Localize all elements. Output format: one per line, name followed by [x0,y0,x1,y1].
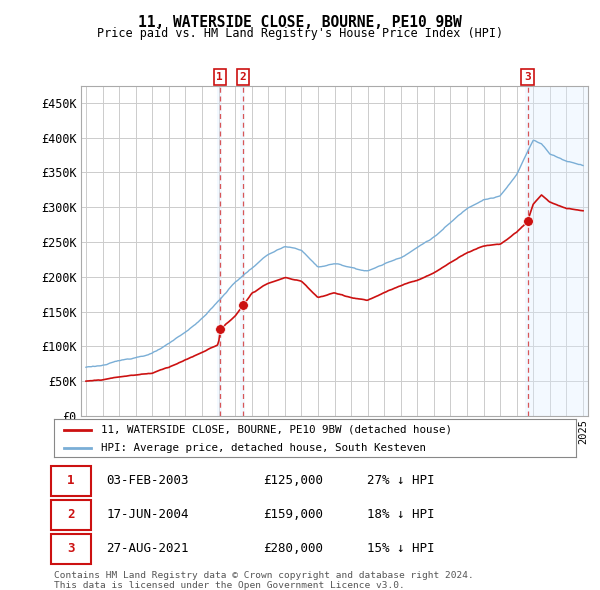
Bar [525,86,588,416]
Text: Contains HM Land Registry data © Crown copyright and database right 2024.
This d: Contains HM Land Registry data © Crown c… [54,571,474,590]
Text: 11, WATERSIDE CLOSE, BOURNE, PE10 9BW (detached house): 11, WATERSIDE CLOSE, BOURNE, PE10 9BW (d… [101,425,452,435]
Text: 15% ↓ HPI: 15% ↓ HPI [367,542,434,555]
Text: 2: 2 [239,72,246,82]
Text: 3: 3 [67,542,75,555]
Text: 27-AUG-2021: 27-AUG-2021 [106,542,188,555]
Bar [240,86,245,416]
Text: 17-JUN-2004: 17-JUN-2004 [106,508,188,522]
FancyBboxPatch shape [52,466,91,496]
Text: £159,000: £159,000 [263,508,323,522]
Text: £125,000: £125,000 [263,474,323,487]
Text: 03-FEB-2003: 03-FEB-2003 [106,474,188,487]
Text: 11, WATERSIDE CLOSE, BOURNE, PE10 9BW: 11, WATERSIDE CLOSE, BOURNE, PE10 9BW [138,15,462,30]
Text: 27% ↓ HPI: 27% ↓ HPI [367,474,434,487]
Text: Price paid vs. HM Land Registry's House Price Index (HPI): Price paid vs. HM Land Registry's House … [97,27,503,40]
Text: 1: 1 [67,474,75,487]
Text: 3: 3 [524,72,531,82]
Bar [217,86,223,416]
Text: 18% ↓ HPI: 18% ↓ HPI [367,508,434,522]
FancyBboxPatch shape [52,500,91,530]
Text: 2: 2 [67,508,75,522]
Text: HPI: Average price, detached house, South Kesteven: HPI: Average price, detached house, Sout… [101,442,426,453]
Text: £280,000: £280,000 [263,542,323,555]
Text: 1: 1 [217,72,223,82]
FancyBboxPatch shape [52,534,91,564]
